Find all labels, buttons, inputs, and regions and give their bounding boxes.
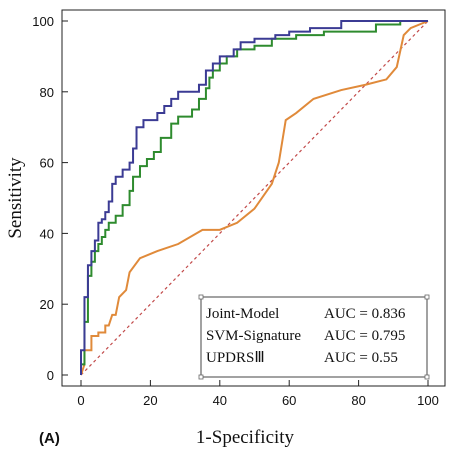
plot-frame: [61, 9, 446, 387]
legend-series-name: UPDRSⅢ: [206, 350, 265, 366]
y-axis: 0 20 40 60 80 100: [32, 14, 68, 383]
x-tick-label: 60: [282, 393, 296, 408]
x-axis: 0 20 40 60 80 100: [77, 380, 439, 408]
x-tick-label: 100: [417, 393, 439, 408]
legend-series-name: SVM-Signature: [206, 328, 301, 344]
x-axis-title: 1-Specificity: [196, 427, 295, 448]
legend-box: [200, 296, 428, 378]
x-tick-label: 20: [143, 393, 157, 408]
x-tick-label: 80: [351, 393, 365, 408]
legend-auc-value: AUC = 0.55: [324, 350, 398, 366]
y-axis-title: Sensitivity: [5, 157, 26, 239]
y-tick-label: 100: [32, 14, 54, 29]
x-tick-label: 0: [77, 393, 84, 408]
panel-label: (A): [39, 430, 60, 447]
y-tick-label: 80: [40, 85, 54, 100]
x-tick-label: 40: [213, 393, 227, 408]
y-tick-label: 20: [40, 297, 54, 312]
legend-series-name: Joint-Model: [206, 306, 279, 322]
y-tick-label: 60: [40, 156, 54, 171]
roc-curve-updrs3: [80, 20, 429, 376]
roc-curves: [80, 20, 429, 376]
legend-auc-value: AUC = 0.836: [324, 306, 406, 322]
legend-corner-handle: [424, 374, 430, 380]
legend-corner-handle: [424, 294, 430, 300]
legend-corner-handle: [198, 374, 204, 380]
roc-curve-joint-model: [80, 20, 428, 375]
y-tick-label: 40: [40, 226, 54, 241]
plot-area: [61, 9, 446, 387]
legend-auc-value: AUC = 0.795: [324, 328, 405, 344]
y-tick-label: 0: [47, 368, 54, 383]
legend: Joint-Model AUC = 0.836 SVM-Signature AUC =…: [198, 294, 430, 380]
roc-curve-svm-signature: [80, 20, 428, 375]
reference-diagonal: [80, 20, 429, 376]
legend-corner-handle: [198, 294, 204, 300]
